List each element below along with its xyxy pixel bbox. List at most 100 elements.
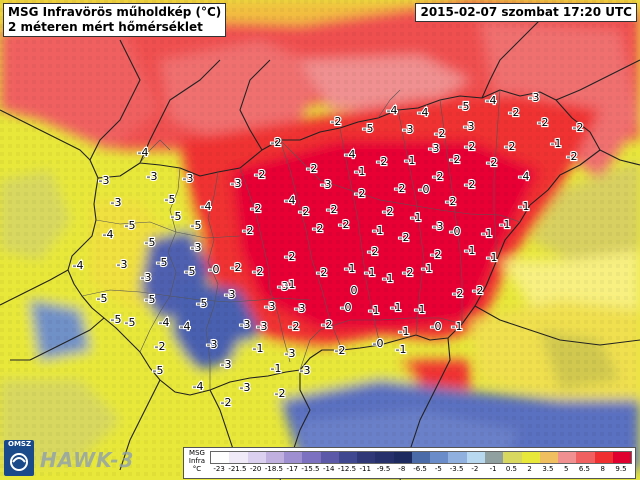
colorbar-tick: -3.5 bbox=[449, 465, 464, 473]
map-value-label-halo: -0 bbox=[373, 337, 384, 350]
map-value-label: -5 bbox=[125, 219, 136, 232]
colorbar-swatch bbox=[211, 452, 230, 463]
map-value-label: -5 bbox=[171, 210, 182, 223]
map-value-label-halo: -3 bbox=[111, 196, 122, 209]
map-value-label-halo: -5 bbox=[459, 100, 470, 113]
map-value-label: -0 bbox=[209, 263, 220, 276]
colorbar-label-line-1: MSG bbox=[189, 449, 205, 457]
colorbar-tick: 5 bbox=[563, 465, 569, 473]
map-value-label-halo: -2 bbox=[271, 136, 282, 149]
colorbar-swatch bbox=[430, 452, 449, 463]
map-value-label: -1 bbox=[465, 244, 476, 257]
map-value-labels: -4-4-3-3 -3-3 -3-3-2-2-2-2-2-2-3-3-2-2-5-5… bbox=[71, 90, 584, 410]
map-value-label: -2 bbox=[403, 266, 414, 279]
map-value-label: -5 bbox=[153, 364, 164, 377]
map-value-label-halo: -1 bbox=[365, 266, 376, 279]
map-value-label-halo: -2 bbox=[368, 245, 379, 258]
map-value-label: -1 bbox=[487, 251, 498, 264]
map-value-label-halo: -3 bbox=[207, 338, 218, 351]
map-value-label: -2 bbox=[509, 106, 520, 119]
map-value-label-halo: -1 bbox=[396, 343, 407, 356]
colorbar-swatch bbox=[576, 452, 595, 463]
colorbar-tick: -5 bbox=[434, 465, 442, 473]
colorbar-swatch bbox=[284, 452, 303, 463]
map-value-label: -3 bbox=[183, 172, 194, 185]
colorbar-swatch bbox=[558, 452, 577, 463]
map-value-label: 0 bbox=[351, 284, 358, 297]
colorbar-tick: -20 bbox=[249, 465, 262, 473]
map-value-label: -1 bbox=[411, 211, 422, 224]
title-line-2: 2 méteren mért hőmérséklet bbox=[8, 20, 203, 34]
map-value-label: -1 bbox=[365, 266, 376, 279]
map-value-label: -2 bbox=[322, 318, 333, 331]
map-value-label-halo: -3 bbox=[240, 381, 251, 394]
colorbar-swatch bbox=[247, 452, 266, 463]
map-value-label: -1 bbox=[399, 325, 410, 338]
map-value-label-halo: -2 bbox=[505, 140, 516, 153]
map-value-label-halo: -2 bbox=[450, 153, 461, 166]
map-value-label-halo: -3 bbox=[257, 320, 268, 333]
map-value-label-halo: -4 bbox=[180, 320, 191, 333]
colorbar-tick: -12.5 bbox=[337, 465, 357, 473]
map-value-label-halo: -1 bbox=[345, 262, 356, 275]
colorbar-tick: -1 bbox=[489, 465, 497, 473]
map-value-label: -1 bbox=[396, 343, 407, 356]
map-value-label-halo: -3 bbox=[231, 177, 242, 190]
map-value-label: -2 bbox=[377, 155, 388, 168]
map-value-label-halo: -2 bbox=[289, 320, 300, 333]
map-value-label-halo: -1 bbox=[383, 272, 394, 285]
map-value-label: -2 bbox=[251, 202, 262, 215]
colorbar-swatch bbox=[375, 452, 394, 463]
map-value-label: -1 bbox=[355, 165, 366, 178]
map-value-label-halo: -3 bbox=[191, 241, 202, 254]
colorbar-swatch bbox=[265, 452, 285, 463]
map-value-label: -4 bbox=[285, 194, 296, 207]
map-value-label: -1 bbox=[369, 304, 380, 317]
colorbar: MSG Infra °C -23 -21.5 -20 -18.5 -17 -15.5 -14… bbox=[183, 447, 636, 479]
map-value-label-halo: -1 bbox=[355, 165, 366, 178]
map-value-label: -0 bbox=[341, 301, 352, 314]
colorbar-tick: -21.5 bbox=[228, 465, 247, 473]
map-value-label: -3 bbox=[257, 320, 268, 333]
map-value-label-halo: -4 bbox=[285, 194, 296, 207]
map-value-label-halo: -1 bbox=[391, 301, 402, 314]
map-value-label-halo: -0 bbox=[209, 263, 220, 276]
map-value-label: -4 bbox=[159, 316, 170, 329]
map-value-label-halo: -1 bbox=[253, 342, 264, 355]
map-value-label: -3 bbox=[147, 170, 158, 183]
colorbar-swatch bbox=[448, 452, 467, 463]
map-value-label-halo: -1 bbox=[551, 137, 562, 150]
map-value-label-halo: -2 bbox=[431, 248, 442, 261]
map-value-label: -3 bbox=[433, 220, 444, 233]
map-value-label: -2 bbox=[505, 140, 516, 153]
map-value-label-halo: -5 bbox=[125, 316, 136, 329]
map-value-label-halo: -5 bbox=[363, 122, 374, 135]
map-value-label: -3 bbox=[141, 271, 152, 284]
map-value-label-halo: -2 bbox=[253, 265, 264, 278]
map-value-label-halo: -3 bbox=[285, 347, 296, 360]
colorbar-swatch bbox=[357, 452, 376, 463]
title-line-1: MSG Infravörös műholdkép (°C) bbox=[8, 5, 222, 19]
map-value-label: -4 bbox=[73, 259, 84, 272]
map-value-label: -2 bbox=[465, 178, 476, 191]
colorbar-tick: -15.5 bbox=[301, 465, 320, 473]
map-value-label: -5 bbox=[185, 265, 196, 278]
map-value-label-halo: -2 bbox=[285, 250, 296, 263]
map-value-label: -2 bbox=[383, 205, 394, 218]
colorbar-tick: -14 bbox=[323, 465, 335, 473]
colorbar-label-line-2: Infra bbox=[188, 457, 206, 465]
colorbar-tick: -6.5 bbox=[413, 465, 427, 473]
map-value-label-halo: -4 bbox=[159, 316, 170, 329]
map-value-label: -4 bbox=[180, 320, 191, 333]
map-value-label-halo: -1 bbox=[271, 362, 282, 375]
map-value-label: -2 bbox=[431, 248, 442, 261]
map-value-label-halo: -2 bbox=[339, 218, 350, 231]
colorbar-tick: 6.5 bbox=[578, 465, 591, 473]
map-value-label-halo: -2 bbox=[335, 344, 346, 357]
map-value-label: -3 bbox=[225, 288, 236, 301]
map-value-label: -4 bbox=[519, 170, 530, 183]
colorbar-swatch bbox=[393, 452, 412, 463]
map-value-label: -3 bbox=[321, 178, 332, 191]
map-value-label: -1 bbox=[271, 362, 282, 375]
map-value-label: -4 bbox=[345, 148, 356, 161]
